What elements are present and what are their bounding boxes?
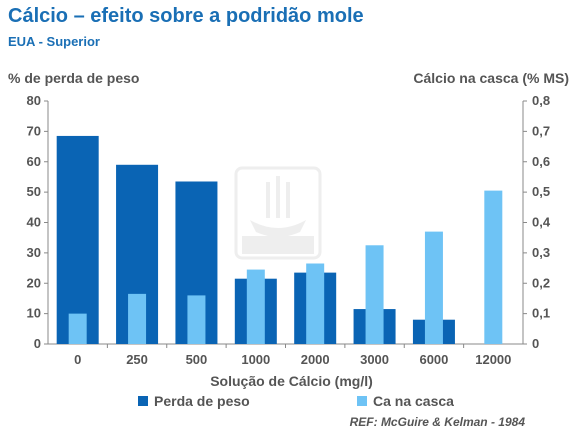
y-tick-label-right: 0,8 [532,93,550,108]
y-tick-label-right: 0,4 [532,215,551,230]
y-tick-label-left: 80 [27,93,41,108]
legend-label-perda: Perda de peso [154,393,250,409]
bar-ca-na-casca [484,190,503,344]
y-tick-label-right: 0 [532,336,539,351]
bar-ca-na-casca [68,313,87,344]
chart-title: Cálcio – efeito sobre a podridão mole [8,5,364,27]
bar-ca-na-casca [365,245,384,344]
x-tick-label: 12000 [475,352,511,367]
y-tick-label-left: 60 [27,154,41,169]
yara-logo-watermark [234,166,322,260]
y-axis-title-right: Cálcio na casca (% MS) [413,70,569,86]
x-tick-label: 500 [186,352,208,367]
source-reference: REF: McGuire & Kelman - 1984 [349,415,525,429]
bar-ca-na-casca [187,295,206,344]
y-axis-title-left: % de perda de peso [8,70,140,86]
x-tick-label: 6000 [419,352,448,367]
legend-swatch-ca [357,396,367,406]
y-tick-label-right: 0,1 [532,306,550,321]
x-tick-label: 0 [74,352,81,367]
y-tick-label-left: 0 [34,336,41,351]
legend-item-ca: Ca na casca [357,393,454,409]
legend-label-ca: Ca na casca [373,393,454,409]
legend-item-perda: Perda de peso [138,393,250,409]
x-axis-title: Solução de Cálcio (mg/l) [210,373,373,389]
chart-subtitle: EUA - Superior [8,34,100,49]
bar-perda-de-peso [56,135,99,344]
y-tick-label-left: 70 [27,123,41,138]
y-tick-label-left: 50 [27,184,41,199]
x-tick-label: 3000 [360,352,389,367]
legend-swatch-perda [138,396,148,406]
y-tick-label-right: 0,5 [532,184,550,199]
y-tick-label-right: 0,2 [532,275,550,290]
bar-ca-na-casca [424,231,443,344]
bar-ca-na-casca [128,293,147,344]
x-tick-label: 1000 [241,352,270,367]
bar-ca-na-casca [246,269,265,344]
x-tick-label: 250 [126,352,148,367]
y-tick-label-right: 0,7 [532,123,550,138]
y-tick-label-left: 40 [27,215,41,230]
y-tick-label-right: 0,6 [532,154,550,169]
bar-ca-na-casca [306,263,325,344]
y-tick-label-left: 20 [27,275,41,290]
y-tick-label-left: 30 [27,245,41,260]
x-tick-label: 2000 [301,352,330,367]
y-tick-label-right: 0,3 [532,245,550,260]
y-tick-label-left: 10 [27,306,41,321]
